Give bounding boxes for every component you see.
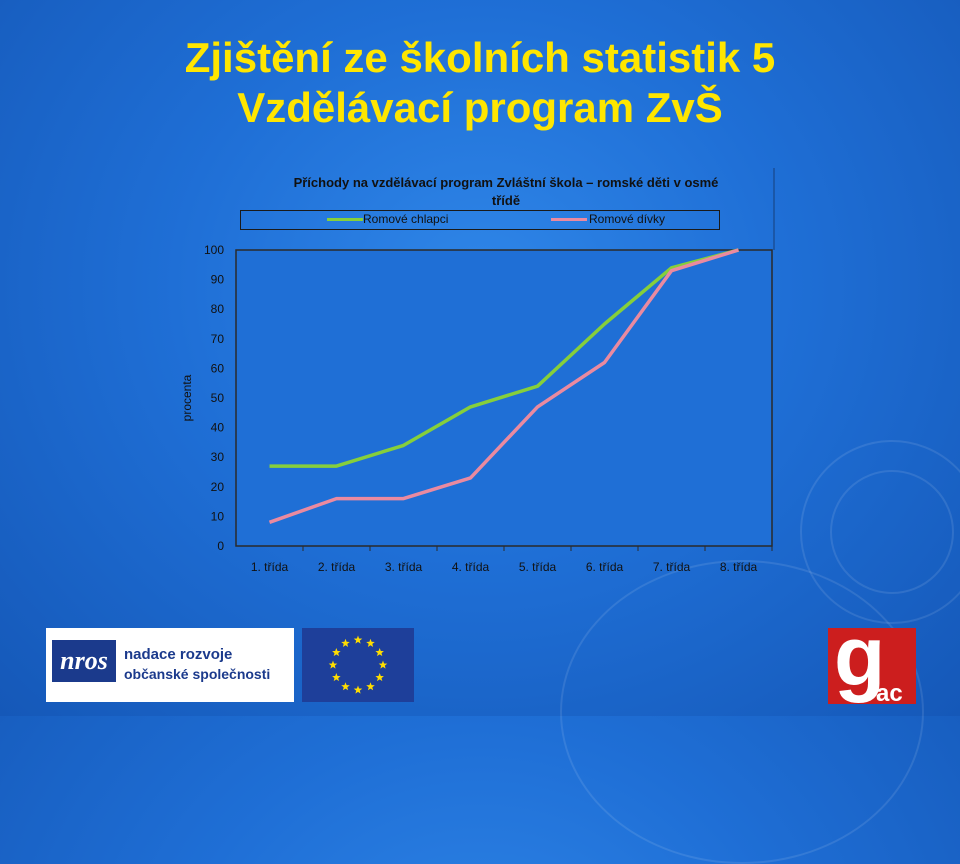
eu-star-icon <box>378 660 388 669</box>
y-tick-label: 40 <box>211 421 225 435</box>
legend-swatch-boys <box>327 218 363 221</box>
series-line-boys <box>269 248 739 468</box>
y-tick-label: 0 <box>217 539 224 553</box>
eu-star-icon <box>353 635 363 644</box>
eu-star-icon <box>332 673 341 682</box>
x-tick-label: 2. třída <box>318 560 356 574</box>
chart-title: Příchody na vzdělávací program Zvláštní … <box>240 174 772 210</box>
x-tick-label: 4. třída <box>452 560 490 574</box>
x-tick-label: 3. třída <box>385 560 423 574</box>
chart-title-line2: třídě <box>491 193 521 208</box>
nros-logo-line1: nadace rozvoje <box>124 646 233 663</box>
x-tick-label: 1. třída <box>251 560 289 574</box>
x-tick-label: 8. třída <box>720 560 758 574</box>
eu-star-icon <box>366 638 375 647</box>
legend-swatch-girls <box>551 218 587 221</box>
slide-title-line1: Zjištění ze školních statistik 5 <box>184 34 776 81</box>
eu-star-icon <box>375 648 384 657</box>
x-tick-label: 5. třída <box>519 560 557 574</box>
gac-logo-ac: ac <box>876 680 903 704</box>
eu-star-icon <box>341 682 350 691</box>
eu-flag-logo <box>302 628 414 702</box>
eu-star-icon <box>366 682 375 691</box>
y-tick-label: 30 <box>211 450 225 464</box>
y-tick-label: 20 <box>211 480 225 494</box>
y-tick-label: 80 <box>211 302 225 316</box>
y-tick-label: 100 <box>204 243 224 257</box>
gac-logo: g ac <box>828 628 916 704</box>
eu-stars-icon <box>328 635 388 694</box>
slide-title-line2: Vzdělávací program ZvŠ <box>237 84 723 131</box>
nros-logo-line2: občanské společnosti <box>124 666 271 682</box>
y-tick-label: 10 <box>211 509 225 523</box>
eu-star-icon <box>353 685 363 694</box>
legend-label-girls: Romové dívky <box>589 212 666 226</box>
y-tick-label: 90 <box>211 273 225 287</box>
y-tick-label: 70 <box>211 332 225 346</box>
y-axis-label: procenta <box>180 374 194 421</box>
eu-star-icon <box>328 660 338 669</box>
eu-star-icon <box>341 638 350 647</box>
y-tick-label: 50 <box>211 391 225 405</box>
nros-logo-mark: nros <box>52 640 116 682</box>
gac-logo-g: g <box>834 628 886 703</box>
chart-title-line1: Příchody na vzdělávací program Zvláštní … <box>293 175 719 190</box>
legend-label-boys: Romové chlapci <box>363 212 449 226</box>
chart-legend: Romové chlapci Romové dívky <box>240 210 720 230</box>
x-tick-label: 7. třída <box>653 560 691 574</box>
y-tick-label: 60 <box>211 361 225 375</box>
line-chart: 0 10 20 30 40 50 60 70 80 90 100 1. třída 2. třída 3.… <box>180 168 775 574</box>
eu-star-icon <box>375 673 384 682</box>
series-line-girls <box>268 248 740 524</box>
nros-logo: nros nadace rozvoje občanské společnosti <box>46 628 294 702</box>
eu-star-icon <box>332 648 341 657</box>
x-tick-label: 6. třída <box>586 560 624 574</box>
